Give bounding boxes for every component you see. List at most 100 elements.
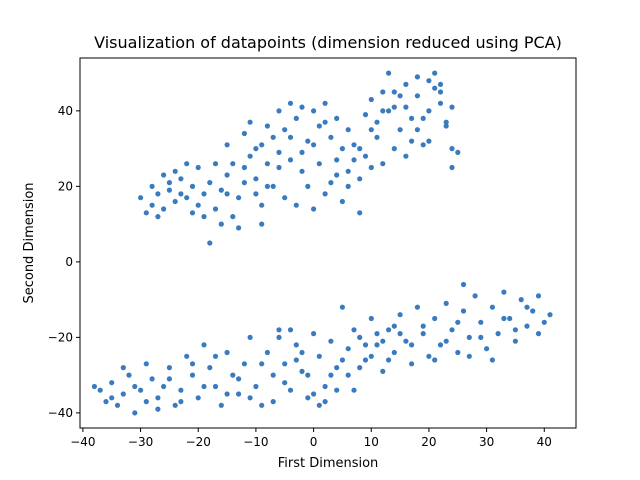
data-point bbox=[120, 365, 126, 371]
data-point bbox=[270, 183, 276, 189]
data-point bbox=[322, 383, 328, 390]
data-point bbox=[443, 300, 449, 306]
data-point bbox=[345, 372, 351, 378]
data-point bbox=[264, 349, 270, 356]
data-point bbox=[391, 349, 397, 356]
data-point bbox=[460, 308, 467, 314]
data-point bbox=[253, 176, 259, 182]
data-point bbox=[351, 142, 357, 148]
data-point bbox=[282, 195, 288, 201]
data-point bbox=[201, 214, 207, 220]
data-point bbox=[259, 202, 265, 208]
data-point bbox=[368, 315, 374, 322]
data-point bbox=[212, 206, 219, 212]
data-point bbox=[449, 146, 455, 152]
data-point bbox=[391, 146, 397, 152]
data-point bbox=[132, 383, 138, 390]
data-point bbox=[282, 127, 288, 133]
data-point bbox=[449, 104, 455, 110]
data-point bbox=[143, 361, 149, 367]
data-point bbox=[362, 153, 369, 159]
data-point bbox=[397, 93, 403, 99]
data-point bbox=[414, 74, 420, 80]
x-tick-label: −20 bbox=[186, 435, 211, 449]
data-point bbox=[311, 108, 317, 114]
data-point bbox=[328, 372, 334, 378]
data-point bbox=[351, 157, 357, 163]
data-point bbox=[339, 146, 345, 152]
data-point bbox=[207, 240, 213, 246]
data-point bbox=[432, 70, 438, 76]
data-point bbox=[178, 176, 184, 182]
data-point bbox=[311, 331, 317, 337]
data-point bbox=[432, 85, 438, 91]
data-point bbox=[368, 127, 374, 133]
data-point bbox=[518, 297, 524, 303]
data-point bbox=[426, 108, 432, 114]
data-point bbox=[386, 70, 392, 76]
data-point bbox=[501, 289, 507, 295]
data-point bbox=[305, 138, 311, 144]
data-point bbox=[305, 395, 311, 401]
data-point bbox=[420, 142, 426, 148]
data-point bbox=[230, 372, 236, 378]
data-point bbox=[311, 142, 317, 148]
data-point bbox=[293, 202, 299, 208]
data-point bbox=[276, 108, 282, 114]
data-point bbox=[437, 89, 444, 95]
data-point bbox=[293, 342, 299, 348]
data-point bbox=[126, 372, 132, 378]
data-point bbox=[386, 357, 392, 363]
data-point bbox=[143, 399, 149, 405]
data-point bbox=[357, 210, 363, 216]
data-point bbox=[201, 383, 207, 390]
data-point bbox=[293, 357, 299, 363]
data-point bbox=[512, 327, 519, 333]
data-point bbox=[397, 331, 403, 337]
data-point bbox=[391, 323, 397, 329]
data-point bbox=[120, 391, 126, 397]
data-point bbox=[437, 81, 444, 87]
data-point bbox=[264, 161, 270, 167]
data-point bbox=[414, 127, 420, 133]
data-point bbox=[287, 134, 294, 140]
data-point bbox=[259, 142, 265, 148]
data-point bbox=[334, 387, 340, 393]
data-point bbox=[155, 406, 161, 412]
data-point bbox=[114, 402, 121, 408]
data-point bbox=[357, 146, 363, 152]
data-point bbox=[380, 368, 386, 374]
y-axis-label: Second Dimension bbox=[22, 182, 37, 303]
data-point bbox=[455, 319, 461, 325]
data-point bbox=[466, 334, 472, 340]
data-point bbox=[247, 153, 253, 159]
data-point bbox=[195, 164, 201, 171]
data-point bbox=[386, 108, 392, 114]
x-tick-label: −40 bbox=[70, 435, 95, 449]
data-point bbox=[241, 361, 247, 367]
data-point bbox=[426, 138, 432, 144]
data-point bbox=[264, 123, 270, 129]
y-tick-label: 20 bbox=[58, 179, 73, 193]
y-axis: −40 −20 0 20 40 bbox=[48, 104, 80, 420]
data-point bbox=[368, 164, 374, 171]
data-point bbox=[489, 357, 495, 363]
data-point bbox=[455, 349, 461, 356]
data-point bbox=[155, 395, 161, 401]
data-point bbox=[339, 304, 345, 310]
data-point bbox=[420, 331, 426, 337]
data-point bbox=[189, 210, 196, 216]
data-point bbox=[328, 180, 334, 186]
x-axis-label: First Dimension bbox=[278, 456, 379, 471]
data-point bbox=[155, 191, 161, 197]
data-point bbox=[189, 361, 196, 367]
data-point bbox=[316, 161, 322, 167]
data-point bbox=[230, 214, 236, 220]
data-point bbox=[184, 161, 190, 167]
data-point bbox=[264, 183, 270, 189]
data-point bbox=[201, 191, 207, 197]
data-point bbox=[299, 104, 305, 110]
data-point bbox=[380, 338, 386, 344]
data-point bbox=[218, 221, 224, 227]
data-point bbox=[426, 78, 432, 84]
